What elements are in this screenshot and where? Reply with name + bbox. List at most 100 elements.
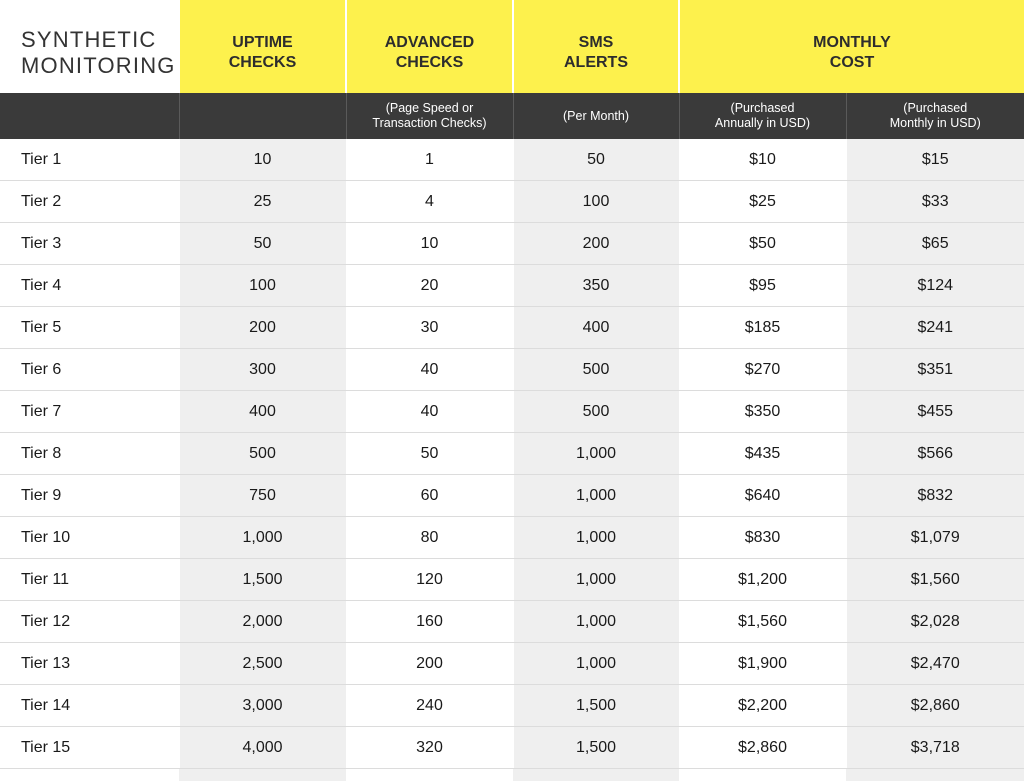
tier-cell: Tier 11 — [0, 559, 179, 601]
tail-cell — [513, 769, 679, 781]
subheader-text: Annually in USD) — [680, 116, 846, 131]
sms-alerts-cell: 350 — [513, 265, 679, 307]
annual-cost-cell: $830 — [679, 517, 846, 559]
advanced-checks-cell: 40 — [346, 349, 513, 391]
header-label: UPTIME — [180, 33, 345, 53]
tier-cell: Tier 3 — [0, 223, 179, 265]
header-advanced-checks: ADVANCED CHECKS — [346, 13, 513, 93]
advanced-checks-cell: 40 — [346, 391, 513, 433]
sms-alerts-cell: 1,000 — [513, 517, 679, 559]
sms-alerts-cell: 1,000 — [513, 433, 679, 475]
subheader-text: (Purchased — [847, 101, 1024, 116]
header-label: COST — [680, 53, 1024, 73]
monthly-cost-cell: $124 — [846, 265, 1024, 307]
uptime-checks-cell: 1,500 — [179, 559, 346, 601]
monthly-cost-cell: $33 — [846, 181, 1024, 223]
annual-cost-cell: $1,900 — [679, 643, 846, 685]
subheader-row: (Page Speed or Transaction Checks) (Per … — [0, 93, 1024, 139]
monthly-cost-cell: $1,560 — [846, 559, 1024, 601]
sms-alerts-cell: 1,500 — [513, 685, 679, 727]
annual-cost-cell: $95 — [679, 265, 846, 307]
subheader-cell: (Purchased Annually in USD) — [679, 93, 846, 139]
advanced-checks-cell: 30 — [346, 307, 513, 349]
uptime-checks-cell: 300 — [179, 349, 346, 391]
advanced-checks-cell: 50 — [346, 433, 513, 475]
monthly-cost-cell: $3,718 — [846, 727, 1024, 769]
advanced-checks-cell: 80 — [346, 517, 513, 559]
uptime-checks-cell: 25 — [179, 181, 346, 223]
tier-cell: Tier 8 — [0, 433, 179, 475]
header-label: CHECKS — [180, 53, 345, 73]
header-sms-alerts: SMS ALERTS — [513, 13, 679, 93]
annual-cost-cell: $50 — [679, 223, 846, 265]
advanced-checks-cell: 320 — [346, 727, 513, 769]
annual-cost-cell: $2,200 — [679, 685, 846, 727]
advanced-checks-cell: 10 — [346, 223, 513, 265]
monthly-cost-cell: $1,079 — [846, 517, 1024, 559]
sms-alerts-cell: 100 — [513, 181, 679, 223]
tail-cell — [0, 769, 179, 781]
tier-cell: Tier 7 — [0, 391, 179, 433]
subheader-text: Transaction Checks) — [347, 116, 513, 131]
monthly-cost-cell: $2,470 — [846, 643, 1024, 685]
tail-cell — [346, 769, 513, 781]
advanced-checks-cell: 240 — [346, 685, 513, 727]
header-uptime-checks: UPTIME CHECKS — [179, 13, 346, 93]
sms-alerts-cell: 1,500 — [513, 727, 679, 769]
uptime-checks-cell: 3,000 — [179, 685, 346, 727]
header-spacer — [513, 0, 679, 13]
sms-alerts-cell: 50 — [513, 139, 679, 181]
table-title-line: MONITORING — [21, 53, 178, 79]
subheader-cell — [179, 93, 346, 139]
monthly-cost-cell: $15 — [846, 139, 1024, 181]
subheader-cell: (Page Speed or Transaction Checks) — [346, 93, 513, 139]
annual-cost-cell: $435 — [679, 433, 846, 475]
advanced-checks-cell: 160 — [346, 601, 513, 643]
uptime-checks-cell: 750 — [179, 475, 346, 517]
sms-alerts-cell: 1,000 — [513, 643, 679, 685]
uptime-checks-cell: 100 — [179, 265, 346, 307]
header-label: CHECKS — [347, 53, 512, 73]
sms-alerts-cell: 1,000 — [513, 475, 679, 517]
advanced-checks-cell: 4 — [346, 181, 513, 223]
monthly-cost-cell: $566 — [846, 433, 1024, 475]
subheader-text: Monthly in USD) — [847, 116, 1024, 131]
sms-alerts-cell: 1,000 — [513, 601, 679, 643]
header-label: ALERTS — [514, 53, 678, 73]
table-title: SYNTHETIC MONITORING — [0, 13, 179, 93]
annual-cost-cell: $25 — [679, 181, 846, 223]
monthly-cost-cell: $351 — [846, 349, 1024, 391]
table-title-line: SYNTHETIC — [21, 27, 178, 53]
tail-cell — [679, 769, 846, 781]
monthly-cost-cell: $832 — [846, 475, 1024, 517]
advanced-checks-cell: 1 — [346, 139, 513, 181]
advanced-checks-cell: 60 — [346, 475, 513, 517]
header-label: ADVANCED — [347, 33, 512, 53]
subheader-text: (Per Month) — [514, 109, 679, 124]
annual-cost-cell: $10 — [679, 139, 846, 181]
advanced-checks-cell: 20 — [346, 265, 513, 307]
monthly-cost-cell: $65 — [846, 223, 1024, 265]
advanced-checks-cell: 200 — [346, 643, 513, 685]
annual-cost-cell: $350 — [679, 391, 846, 433]
subheader-cell: (Per Month) — [513, 93, 679, 139]
tier-cell: Tier 5 — [0, 307, 179, 349]
sms-alerts-cell: 200 — [513, 223, 679, 265]
tier-cell: Tier 2 — [0, 181, 179, 223]
annual-cost-cell: $640 — [679, 475, 846, 517]
tier-cell: Tier 1 — [0, 139, 179, 181]
header-spacer — [679, 0, 1024, 13]
sms-alerts-cell: 500 — [513, 349, 679, 391]
header-spacer — [346, 0, 513, 13]
tier-cell: Tier 9 — [0, 475, 179, 517]
tier-cell: Tier 10 — [0, 517, 179, 559]
tier-cell: Tier 15 — [0, 727, 179, 769]
